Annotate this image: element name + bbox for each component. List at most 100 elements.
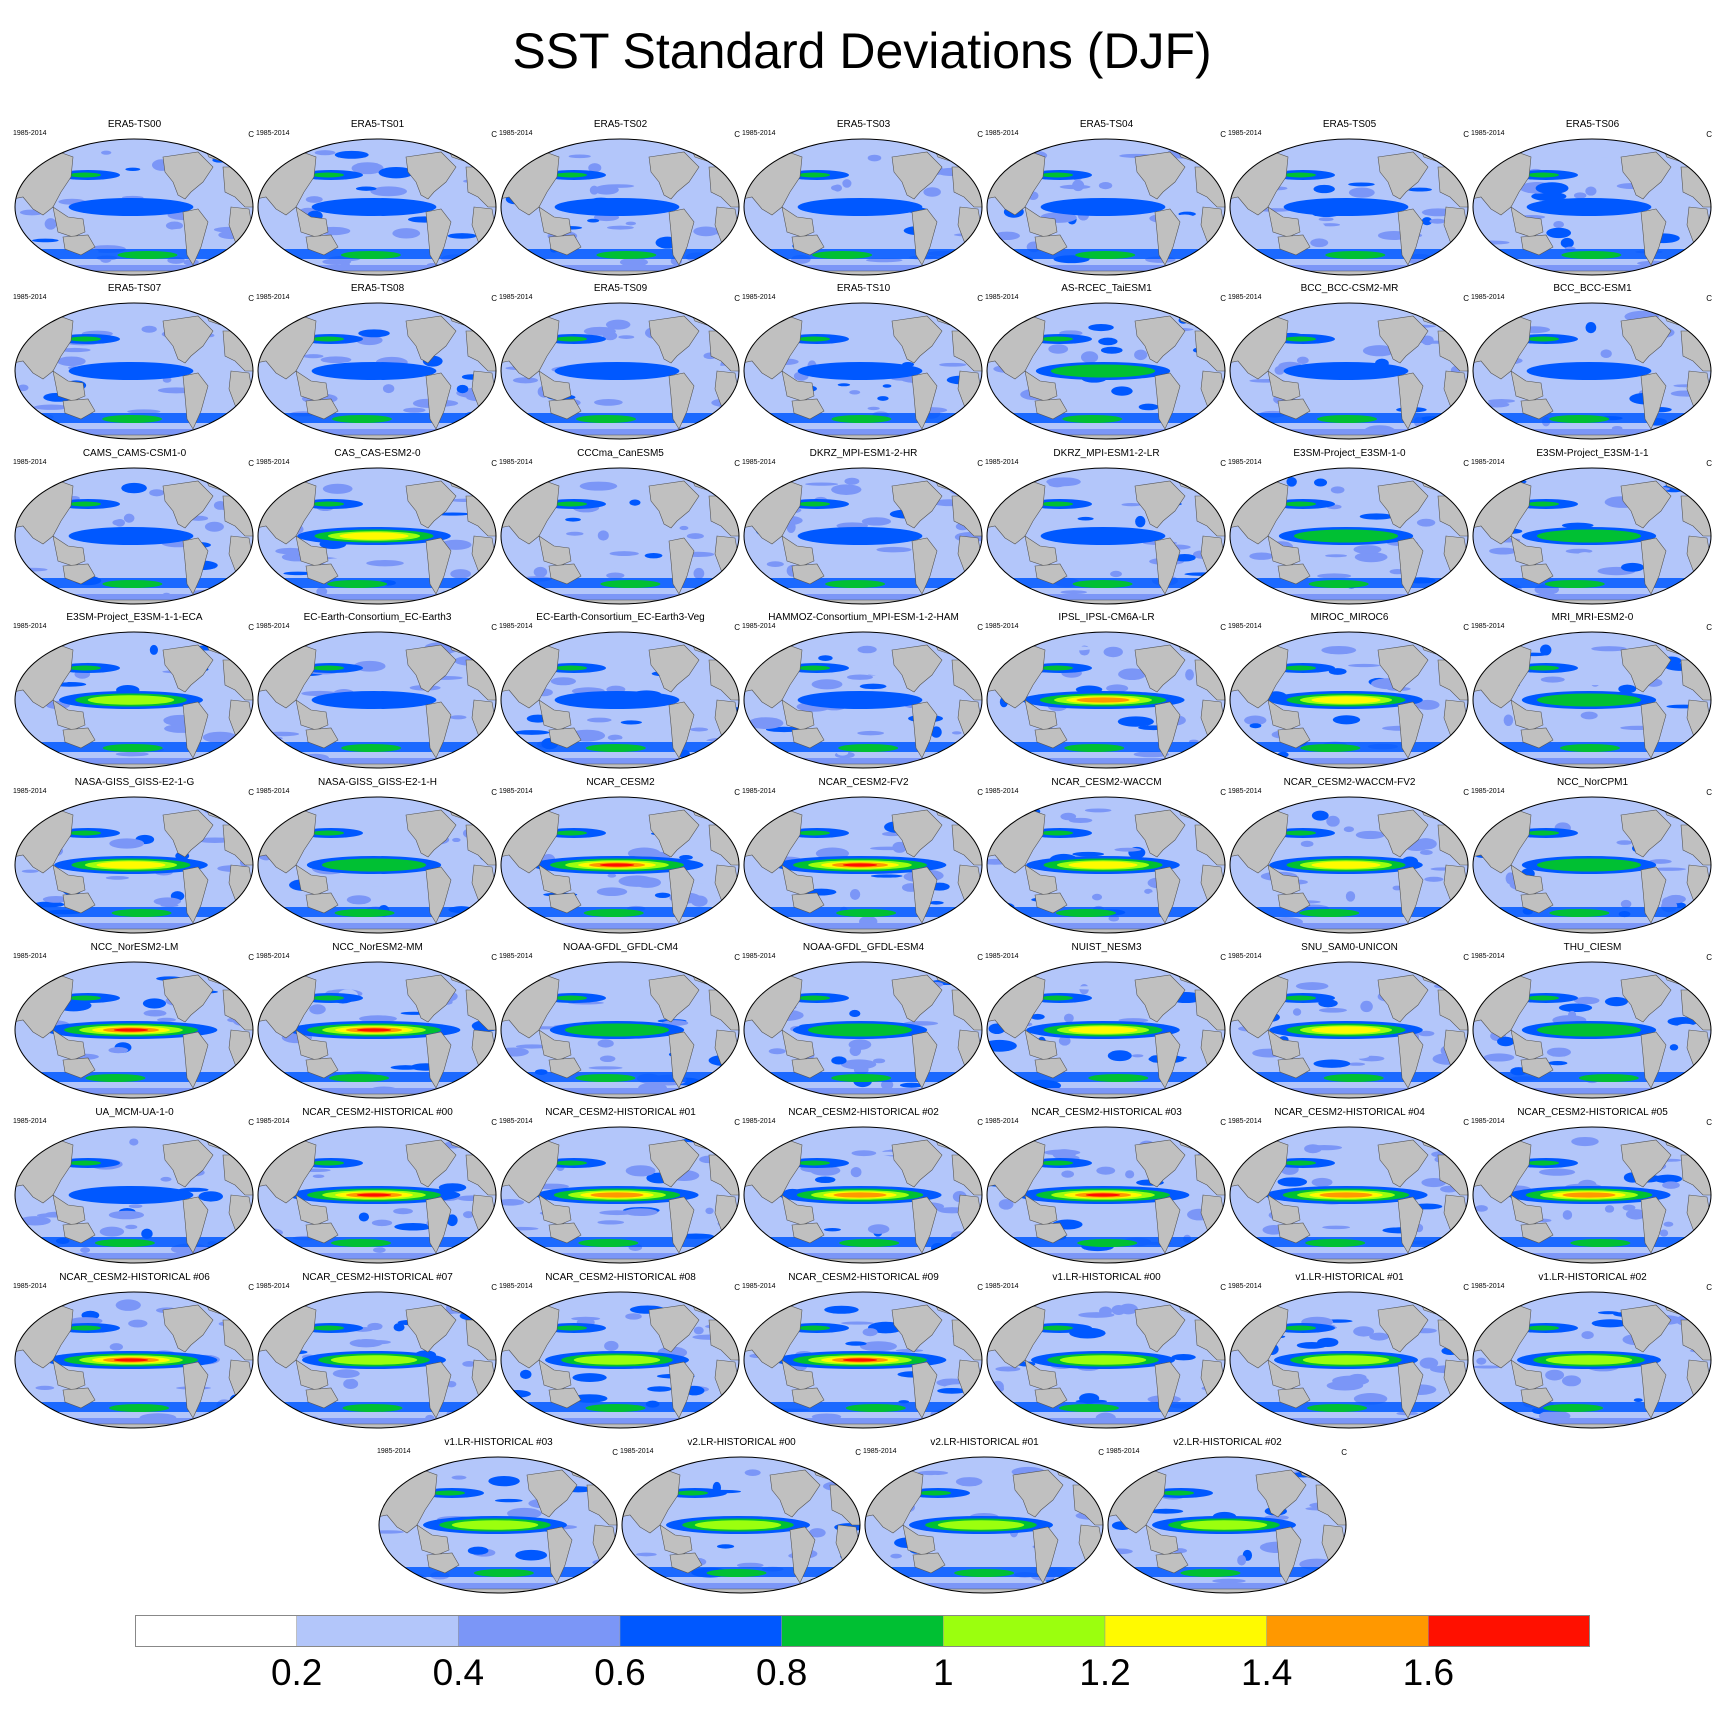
world-map-contour: [257, 961, 497, 1099]
world-map-contour: [986, 1291, 1226, 1429]
world-map-contour: [743, 1291, 983, 1429]
map-panel: NUIST_NESM3 1985-2014 C: [985, 940, 1228, 1103]
world-map-contour: [1472, 1126, 1712, 1264]
panel-period: 1985-2014: [13, 459, 47, 466]
map-panel: v1.LR-HISTORICAL #02 1985-2014 C: [1471, 1270, 1714, 1433]
panel-title: EC-Earth-Consortium_EC-Earth3-Veg: [536, 612, 705, 623]
panel-units: C: [977, 294, 983, 303]
colorbar-box: [1266, 1615, 1429, 1647]
map-panel: NCAR_CESM2-HISTORICAL #06 1985-2014 C: [13, 1270, 256, 1433]
map-panel: E3SM-Project_E3SM-1-1-ECA 1985-2014 C: [13, 610, 256, 773]
panel-period: 1985-2014: [985, 459, 1019, 466]
world-map-contour: [986, 631, 1226, 769]
world-map-contour: [257, 1291, 497, 1429]
colorbar-box: [943, 1615, 1106, 1647]
world-map-contour: [743, 467, 983, 605]
panel-title: DKRZ_MPI-ESM1-2-HR: [809, 448, 918, 459]
map-panel: v2.LR-HISTORICAL #02 1985-2014 C: [1106, 1435, 1349, 1598]
panel-period: 1985-2014: [985, 130, 1019, 137]
world-map-contour: [986, 138, 1226, 276]
panel-units: C: [1220, 788, 1226, 797]
panel-units: C: [248, 130, 254, 139]
map-panel: NCAR_CESM2-HISTORICAL #04 1985-2014 C: [1228, 1105, 1471, 1268]
panel-title: SNU_SAM0-UNICON: [1301, 942, 1398, 953]
world-map-contour: [14, 1126, 254, 1264]
panel-period: 1985-2014: [742, 953, 776, 960]
panel-title: v1.LR-HISTORICAL #00: [1052, 1272, 1161, 1283]
panel-period: 1985-2014: [1471, 294, 1505, 301]
world-map-contour: [1107, 1456, 1347, 1594]
panel-period: 1985-2014: [13, 1118, 47, 1125]
map-panel: MIROC_MIROC6 1985-2014 C: [1228, 610, 1471, 773]
panel-units: C: [248, 1283, 254, 1292]
map-panel: v1.LR-HISTORICAL #01 1985-2014 C: [1228, 1270, 1471, 1433]
map-panel: ERA5-TS03 1985-2014 C: [742, 117, 985, 280]
panel-title: NCC_NorESM2-LM: [90, 942, 179, 953]
panel-period: 1985-2014: [1228, 459, 1262, 466]
panel-title: NCAR_CESM2-HISTORICAL #01: [545, 1107, 696, 1118]
panel-title: EC-Earth-Consortium_EC-Earth3: [303, 612, 452, 623]
map-panel: NCC_NorCPM1 1985-2014 C: [1471, 775, 1714, 938]
panel-units: C: [491, 1283, 497, 1292]
panel-units: C: [1463, 788, 1469, 797]
panel-title: BCC_BCC-CSM2-MR: [1300, 283, 1399, 294]
panel-period: 1985-2014: [256, 953, 290, 960]
panel-units: C: [734, 1118, 740, 1127]
world-map-contour: [14, 796, 254, 934]
map-panel: CAMS_CAMS-CSM1-0 1985-2014 C: [13, 446, 256, 609]
world-map-contour: [500, 467, 740, 605]
map-panel: ERA5-TS10 1985-2014 C: [742, 281, 985, 444]
map-panel: NCC_NorESM2-MM 1985-2014 C: [256, 940, 499, 1103]
map-panel: NCAR_CESM2-FV2 1985-2014 C: [742, 775, 985, 938]
world-map-contour: [986, 961, 1226, 1099]
panel-period: 1985-2014: [742, 1118, 776, 1125]
world-map-contour: [986, 796, 1226, 934]
map-panel: NCAR_CESM2 1985-2014 C: [499, 775, 742, 938]
map-panel: CCCma_CanESM5 1985-2014 C: [499, 446, 742, 609]
panel-period: 1985-2014: [1471, 788, 1505, 795]
colorbar-box: [781, 1615, 944, 1647]
map-panel: HAMMOZ-Consortium_MPI-ESM-1-2-HAM 1985-20…: [742, 610, 985, 773]
panel-period: 1985-2014: [256, 1118, 290, 1125]
panel-units: C: [977, 459, 983, 468]
map-panel: NCAR_CESM2-HISTORICAL #00 1985-2014 C: [256, 1105, 499, 1268]
world-map-contour: [14, 961, 254, 1099]
panel-title: ERA5-TS02: [593, 119, 648, 130]
world-map-contour: [500, 302, 740, 440]
panel-period: 1985-2014: [742, 130, 776, 137]
panel-period: 1985-2014: [13, 788, 47, 795]
world-map-contour: [257, 138, 497, 276]
map-panel: NOAA-GFDL_GFDL-ESM4 1985-2014 C: [742, 940, 985, 1103]
panel-units: C: [1706, 130, 1712, 139]
panel-period: 1985-2014: [256, 294, 290, 301]
map-panel: v1.LR-HISTORICAL #00 1985-2014 C: [985, 1270, 1228, 1433]
map-panel: NCAR_CESM2-HISTORICAL #09 1985-2014 C: [742, 1270, 985, 1433]
map-panel: ERA5-TS04 1985-2014 C: [985, 117, 1228, 280]
world-map-contour: [1229, 631, 1469, 769]
panel-period: 1985-2014: [256, 788, 290, 795]
map-panel: ERA5-TS07 1985-2014 C: [13, 281, 256, 444]
panel-units: C: [734, 294, 740, 303]
panel-units: C: [734, 459, 740, 468]
panel-period: 1985-2014: [863, 1448, 897, 1455]
panel-period: 1985-2014: [13, 953, 47, 960]
panel-period: 1985-2014: [499, 788, 533, 795]
panel-units: C: [1706, 294, 1712, 303]
world-map-contour: [743, 302, 983, 440]
world-map-contour: [14, 1291, 254, 1429]
colorbar-box: [135, 1615, 297, 1647]
world-map-contour: [500, 1291, 740, 1429]
panel-units: C: [1463, 623, 1469, 632]
colorbar-box: [1428, 1615, 1590, 1647]
world-map-contour: [500, 631, 740, 769]
panel-units: C: [1341, 1448, 1347, 1457]
map-panel: NCAR_CESM2-WACCM 1985-2014 C: [985, 775, 1228, 938]
map-panel: AS-RCEC_TaiESM1 1985-2014 C: [985, 281, 1228, 444]
panel-title: NCC_NorESM2-MM: [332, 942, 423, 953]
map-panel: ERA5-TS05 1985-2014 C: [1228, 117, 1471, 280]
panel-period: 1985-2014: [1228, 788, 1262, 795]
panel-title: HAMMOZ-Consortium_MPI-ESM-1-2-HAM: [768, 612, 959, 623]
panel-period: 1985-2014: [985, 294, 1019, 301]
panel-units: C: [1463, 459, 1469, 468]
panel-period: 1985-2014: [499, 1118, 533, 1125]
